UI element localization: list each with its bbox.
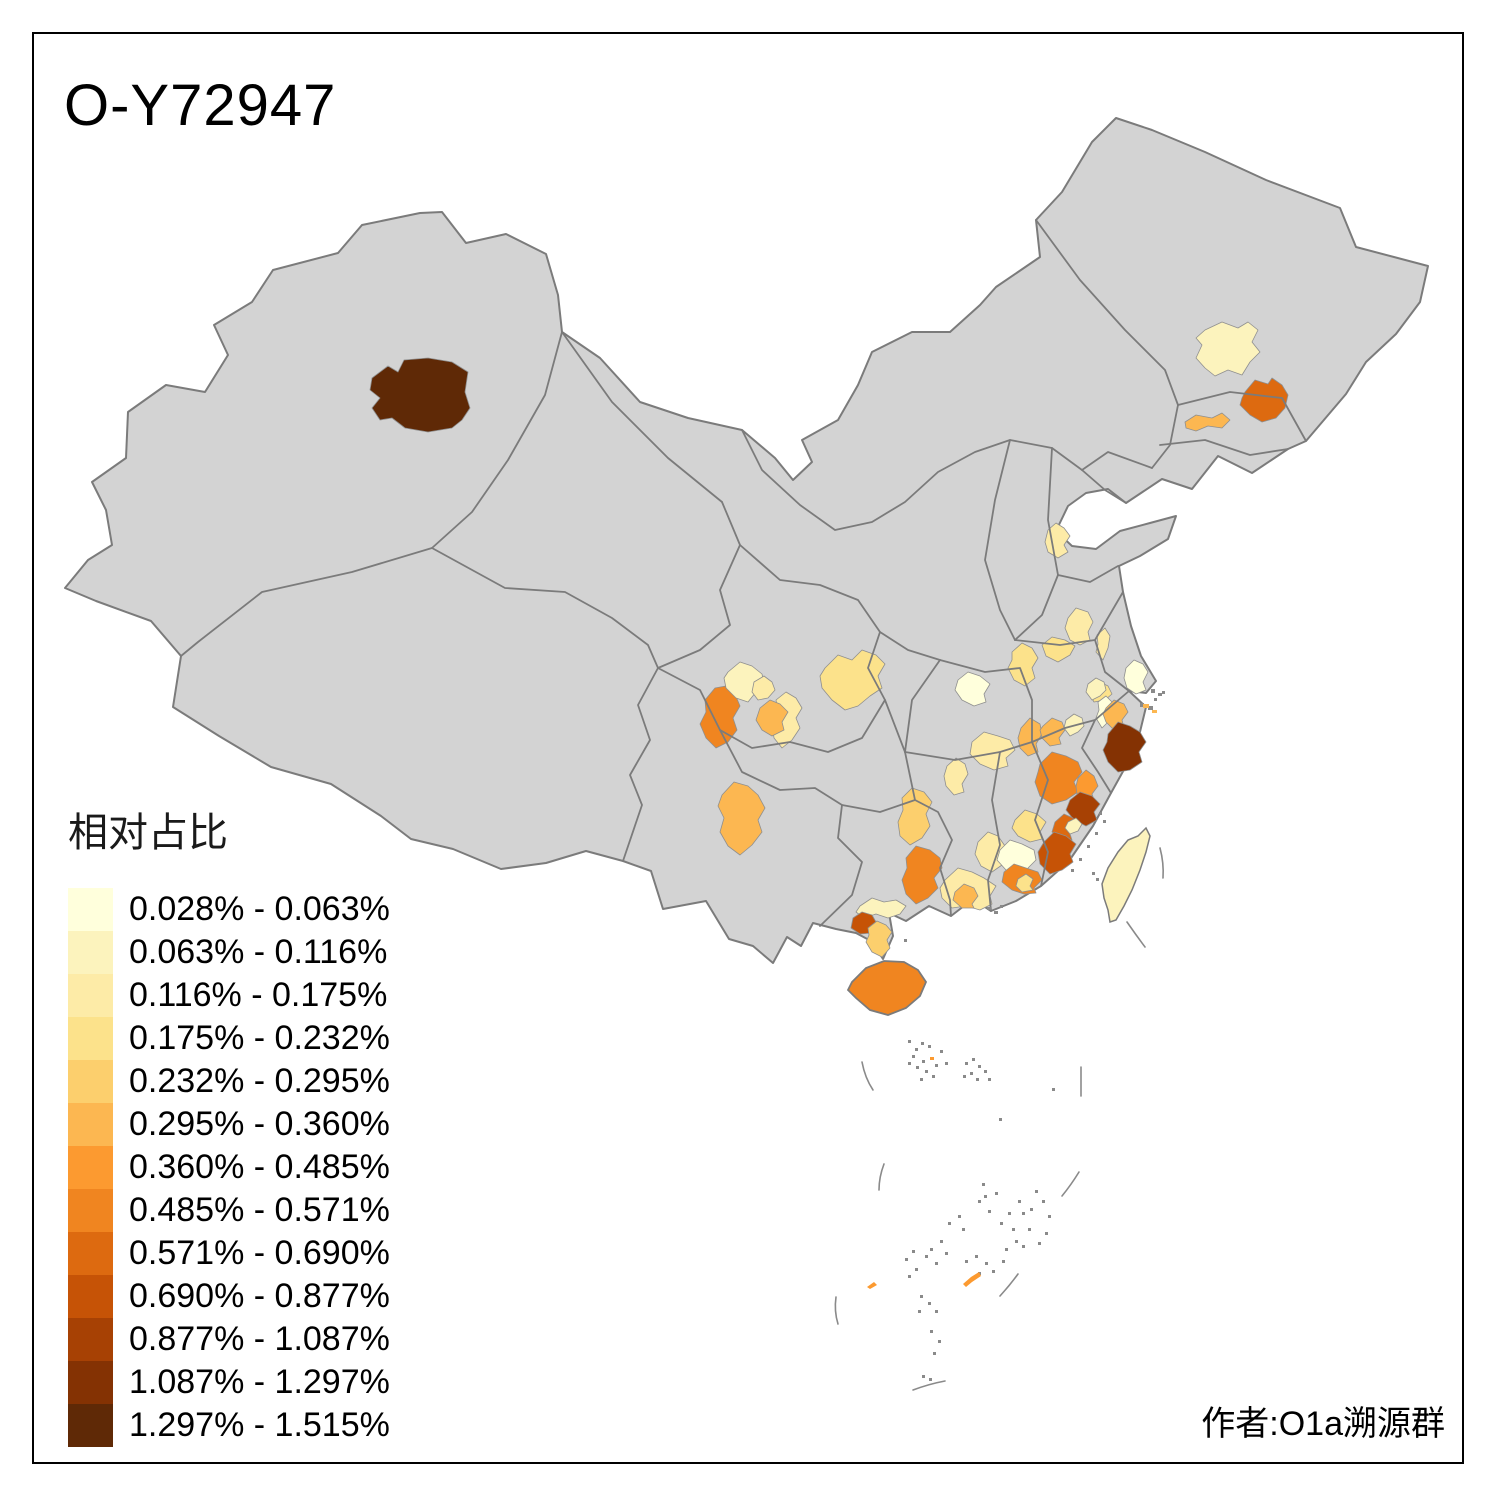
zhoushan-islets xyxy=(1143,704,1157,713)
legend-label: 1.297% - 1.515% xyxy=(129,1406,390,1444)
legend-swatch xyxy=(68,888,113,931)
legend-swatch xyxy=(68,1146,113,1189)
legend-swatch xyxy=(68,1232,113,1275)
map-region-yingtan xyxy=(1017,717,1043,757)
legend-swatch xyxy=(68,1275,113,1318)
legend-row: 1.297% - 1.515% xyxy=(68,1404,390,1447)
legend-row: 0.063% - 0.116% xyxy=(68,931,390,974)
legend-title: 相对占比 xyxy=(68,811,228,855)
legend-label: 0.690% - 0.877% xyxy=(129,1277,390,1315)
legend-label: 0.360% - 0.485% xyxy=(129,1148,390,1186)
legend-row: 0.116% - 0.175% xyxy=(68,974,390,1017)
legend-label: 0.877% - 1.087% xyxy=(129,1320,390,1358)
map-region-kunming xyxy=(717,781,766,856)
map-region-coastal-pale xyxy=(1064,817,1083,835)
map-region-anhui-central xyxy=(1007,642,1039,687)
legend-label: 0.116% - 0.175% xyxy=(129,976,388,1014)
legend-swatch xyxy=(68,1318,113,1361)
legend-row: 1.087% - 1.297% xyxy=(68,1361,390,1404)
legend-swatch xyxy=(68,1361,113,1404)
legend-swatch xyxy=(68,1189,113,1232)
legend-label: 1.087% - 1.297% xyxy=(129,1363,390,1401)
paracel-orange-islet xyxy=(930,1057,934,1060)
legend-row: 0.232% - 0.295% xyxy=(68,1060,390,1103)
map-region-shangrao xyxy=(1039,717,1066,747)
legend-row: 0.485% - 0.571% xyxy=(68,1189,390,1232)
mainland-outline xyxy=(64,117,1429,964)
legend-row: 0.295% - 0.360% xyxy=(68,1103,390,1146)
map-region-jilin-east xyxy=(1239,377,1289,423)
legend-row: 0.571% - 0.690% xyxy=(68,1232,390,1275)
map-region-chaozhou-patch xyxy=(1015,873,1034,893)
legend-swatch xyxy=(68,1103,113,1146)
province-borders xyxy=(180,219,1307,927)
spratly-orange-islets xyxy=(867,1272,981,1289)
map-region-chengdu xyxy=(751,675,776,701)
map-region-xinjiang-dark xyxy=(369,357,471,433)
legend-label: 0.485% - 0.571% xyxy=(129,1191,390,1229)
map-region-jiangsu-north-1 xyxy=(1064,607,1094,646)
map-region-shaoguan-pale xyxy=(996,839,1037,877)
map-region-taiwan xyxy=(1101,826,1151,923)
legend-label: 0.175% - 0.232% xyxy=(129,1019,390,1057)
legend-row: 0.690% - 0.877% xyxy=(68,1275,390,1318)
legend-swatch xyxy=(68,1060,113,1103)
map-region-hainan xyxy=(846,960,928,1016)
legend-swatch xyxy=(68,974,113,1017)
map-region-jilin-west xyxy=(1184,412,1231,432)
map-region-henan-south xyxy=(954,671,991,707)
map-region-guangxi xyxy=(901,845,943,905)
map-region-harbin xyxy=(1195,321,1261,377)
spratly-islands-dots xyxy=(905,1183,1051,1381)
legend-row: 0.360% - 0.485% xyxy=(68,1146,390,1189)
legend-row: 0.028% - 0.063% xyxy=(68,888,390,931)
sea-boundary-dashes xyxy=(834,847,1164,1391)
attribution: 作者:O1a溯源群 xyxy=(1201,1405,1445,1443)
map-region-hebei-south xyxy=(1044,522,1071,559)
legend-swatch xyxy=(68,1404,113,1447)
map-region-guangzhou xyxy=(952,883,979,909)
map-region-wenzhou-dark xyxy=(1102,721,1147,773)
legend-label: 0.571% - 0.690% xyxy=(129,1234,390,1272)
legend-row: 0.175% - 0.232% xyxy=(68,1017,390,1060)
legend-label: 0.295% - 0.360% xyxy=(129,1105,390,1143)
legend-row: 0.877% - 1.087% xyxy=(68,1318,390,1361)
map-region-shanghai xyxy=(1123,659,1149,695)
legend-label: 0.063% - 0.116% xyxy=(129,933,388,971)
map-region-putian xyxy=(1065,791,1101,827)
plot-title: O-Y72947 xyxy=(64,73,337,138)
legend-rows: 0.028% - 0.063% 0.063% - 0.116% 0.116% -… xyxy=(68,888,390,1447)
legend-label: 0.232% - 0.295% xyxy=(129,1062,390,1100)
legend: 相对占比 0.028% - 0.063% 0.063% - 0.116% 0.1… xyxy=(68,800,390,1447)
map-region-jiangxi-north xyxy=(969,731,1016,771)
legend-swatch xyxy=(68,1017,113,1060)
map-region-leizhou xyxy=(865,920,893,958)
paracel-islands-dots xyxy=(908,1040,1055,1121)
legend-label: 0.028% - 0.063% xyxy=(129,890,390,928)
coastal-island-dots xyxy=(904,689,1165,942)
map-region-zhangzhou xyxy=(1037,831,1077,875)
map-region-hunan-east xyxy=(943,757,969,796)
legend-swatch xyxy=(68,931,113,974)
map-region-leshan xyxy=(755,699,789,737)
map-region-huzhou-pale xyxy=(1085,677,1107,701)
